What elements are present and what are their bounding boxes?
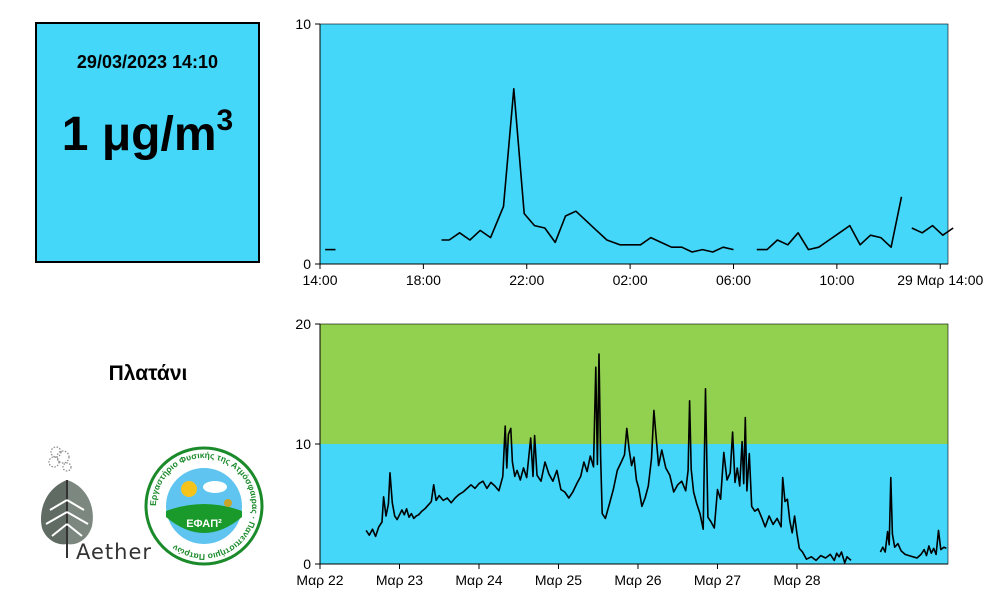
chart-week-x-tick-label: Μαρ 28 (773, 572, 820, 588)
efap-text: ΕΦΑΠ² (186, 518, 222, 530)
aether-logo (41, 446, 93, 558)
reading-unit-exponent: 3 (216, 104, 234, 137)
chart-24h-x-tick-label: 02:00 (613, 272, 648, 288)
chart-week-y-tick-label: 10 (295, 436, 311, 452)
sun-icon (181, 481, 197, 497)
chart-24h-x-tick-label: 14:00 (302, 272, 337, 288)
chart-week-x-tick-label: Μαρ 24 (455, 572, 502, 588)
current-reading-panel: 29/03/2023 14:10 1 μg/m3 (35, 22, 260, 263)
chart-24h-x-tick-label: 22:00 (509, 272, 544, 288)
chart-week-x-tick-label: Μαρ 23 (376, 572, 423, 588)
chart-24h-x-tick-label: 18:00 (406, 272, 441, 288)
cloud-icon (203, 481, 227, 493)
chart-week-series-line (365, 353, 852, 564)
leaf-icon (41, 480, 93, 558)
chart-week-y-tick-label: 20 (295, 316, 311, 332)
chart-week-x-tick-label: Μαρ 26 (614, 572, 661, 588)
efap-logo: Εργαστήριο Φυσικής της Ατμόσφαιρας · Παν… (144, 446, 264, 566)
chart-24h-frame (319, 23, 949, 265)
chart-week-y-tick-label: 0 (303, 556, 311, 572)
aether-wordmark: Aether (76, 540, 153, 564)
chart-week-x-tick-label: Μαρ 25 (535, 572, 582, 588)
chart-24h-y-tick-label: 10 (295, 16, 311, 32)
chart-24h-series-line (756, 196, 903, 251)
chart-24h-x-tick-label: 29 Μαρ 14:00 (897, 272, 983, 288)
station-name: Πλατάνι (108, 362, 188, 385)
chart-week-series-line (879, 476, 947, 559)
smoke-icon (48, 446, 72, 472)
chart-24h-x-tick-label: 06:00 (716, 272, 751, 288)
chart-week-threshold-band (320, 324, 948, 444)
chart-24h-series-line (911, 224, 954, 236)
chart-24h-y-tick-label: 0 (303, 256, 311, 272)
reading-value: 1 μg/m3 (37, 104, 258, 162)
reading-timestamp: 29/03/2023 14:10 (76, 52, 219, 72)
chart-week-x-tick-label: Μαρ 22 (296, 572, 343, 588)
reading-value-text: 1 μg/m (61, 108, 217, 161)
chart-week-x-tick-label: Μαρ 27 (694, 572, 741, 588)
chart-24h-x-tick-label: 10:00 (819, 272, 854, 288)
chart-24h-plot-area (320, 24, 948, 264)
chart-24h-series-line (441, 88, 734, 253)
